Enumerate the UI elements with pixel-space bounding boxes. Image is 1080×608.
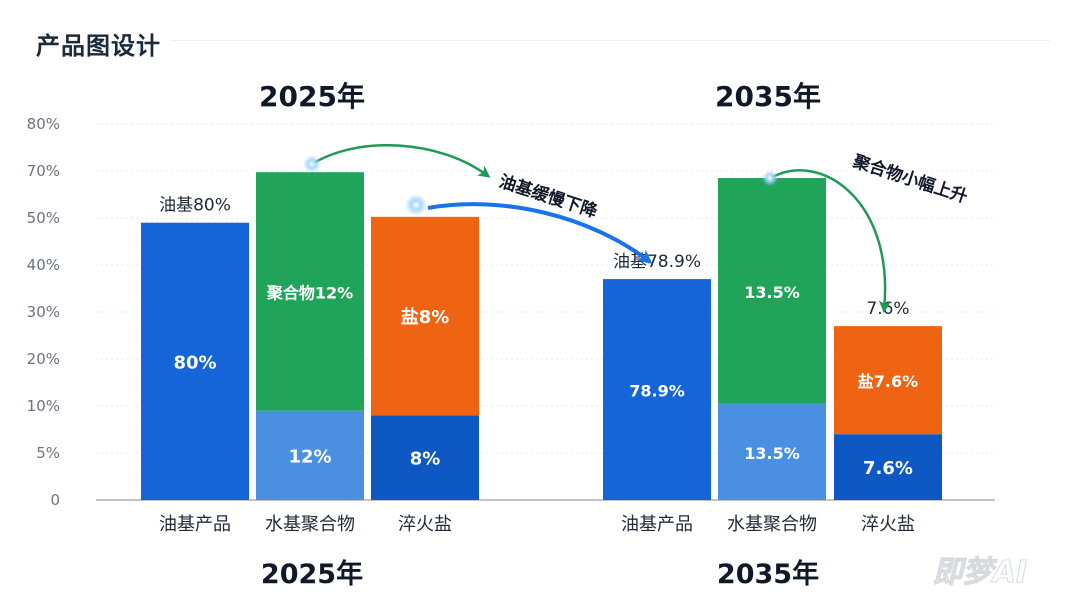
bar-segment — [834, 326, 942, 435]
bar-value-label: 聚合物12% — [266, 283, 353, 302]
x-tick-label: 油基产品 — [621, 514, 693, 535]
y-tick-label: 80% — [27, 115, 60, 133]
green-arrow — [770, 169, 891, 313]
group-title-top: 2035年 — [715, 80, 821, 113]
y-tick-label: 0 — [50, 491, 60, 509]
bar-segment — [834, 434, 942, 500]
y-tick-label: 5% — [36, 444, 60, 462]
y-tick-label: 20% — [27, 350, 60, 368]
glow-dot — [303, 155, 321, 173]
bar-value-label: 13.5% — [744, 444, 800, 463]
glow-dot — [405, 194, 427, 216]
x-tick-label: 淬火盐 — [398, 514, 452, 535]
group-title-bottom: 2025年 — [261, 558, 363, 590]
bar-value-label: 7.6% — [863, 458, 913, 479]
y-tick-label: 70% — [27, 162, 60, 180]
group-title-bottom: 2035年 — [717, 558, 819, 590]
bar-value-label: 80% — [173, 352, 216, 373]
x-tick-label: 水基聚合物 — [265, 514, 355, 535]
bar-segment — [718, 403, 826, 500]
bar-segment — [256, 410, 364, 500]
bar-value-label: 78.9% — [629, 382, 685, 401]
bar-segment — [718, 178, 826, 404]
y-tick-label: 30% — [27, 303, 60, 321]
bar-value-label: 12% — [288, 446, 331, 467]
bar-segment — [141, 222, 249, 500]
bar-value-label: 盐8% — [401, 306, 450, 328]
watermark-logo: 即梦AI — [933, 555, 1027, 590]
x-tick-label: 淬火盐 — [861, 514, 915, 535]
page-title: 产品图设计 — [36, 32, 161, 60]
y-tick-label: 10% — [27, 397, 60, 415]
bar-value-label: 13.5% — [744, 283, 800, 302]
y-tick-label: 50% — [27, 209, 60, 227]
bar-segment — [371, 216, 479, 416]
blue-arrow — [427, 202, 653, 264]
bar-segment — [371, 415, 479, 500]
bar-value-label: 盐7.6% — [858, 372, 918, 391]
green-arrow — [311, 144, 491, 178]
bar-segment — [256, 172, 364, 411]
y-tick-label: 40% — [27, 256, 60, 274]
x-tick-label: 水基聚合物 — [727, 514, 817, 535]
bar-segment — [603, 279, 711, 500]
bar-top-label: 7.6% — [866, 299, 909, 319]
bar-top-label: 油基80% — [159, 196, 231, 216]
x-tick-label: 油基产品 — [159, 514, 231, 535]
bar-value-label: 8% — [410, 449, 441, 470]
glow-dot — [762, 170, 778, 186]
annotation-polymer-rise: 聚合物小幅上升 — [850, 150, 971, 207]
group-title-top: 2025年 — [259, 80, 365, 113]
title-divider — [170, 40, 1050, 41]
bar-top-label: 油基78.9% — [613, 252, 701, 272]
